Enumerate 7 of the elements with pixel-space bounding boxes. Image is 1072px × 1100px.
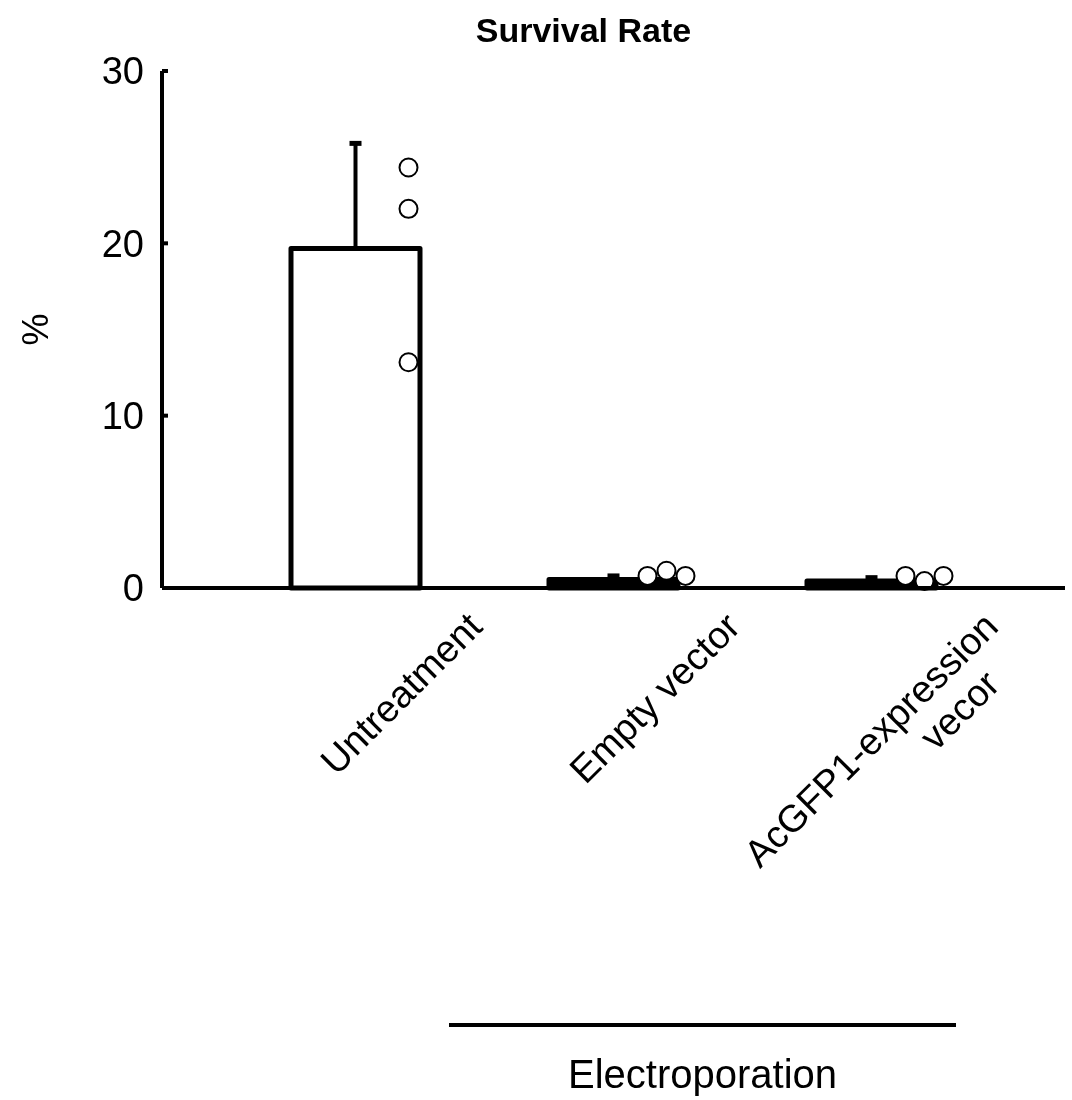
y-axis-title: % bbox=[15, 313, 56, 346]
text: Electroporation bbox=[567, 1052, 838, 1096]
y-tick-label: 10 bbox=[101, 394, 144, 437]
y-tick-label: 0 bbox=[122, 567, 144, 610]
chart-title: Survival Rate bbox=[475, 11, 692, 49]
y-tick-label: 20 bbox=[101, 222, 144, 265]
y-tick-label: 30 bbox=[101, 50, 144, 93]
